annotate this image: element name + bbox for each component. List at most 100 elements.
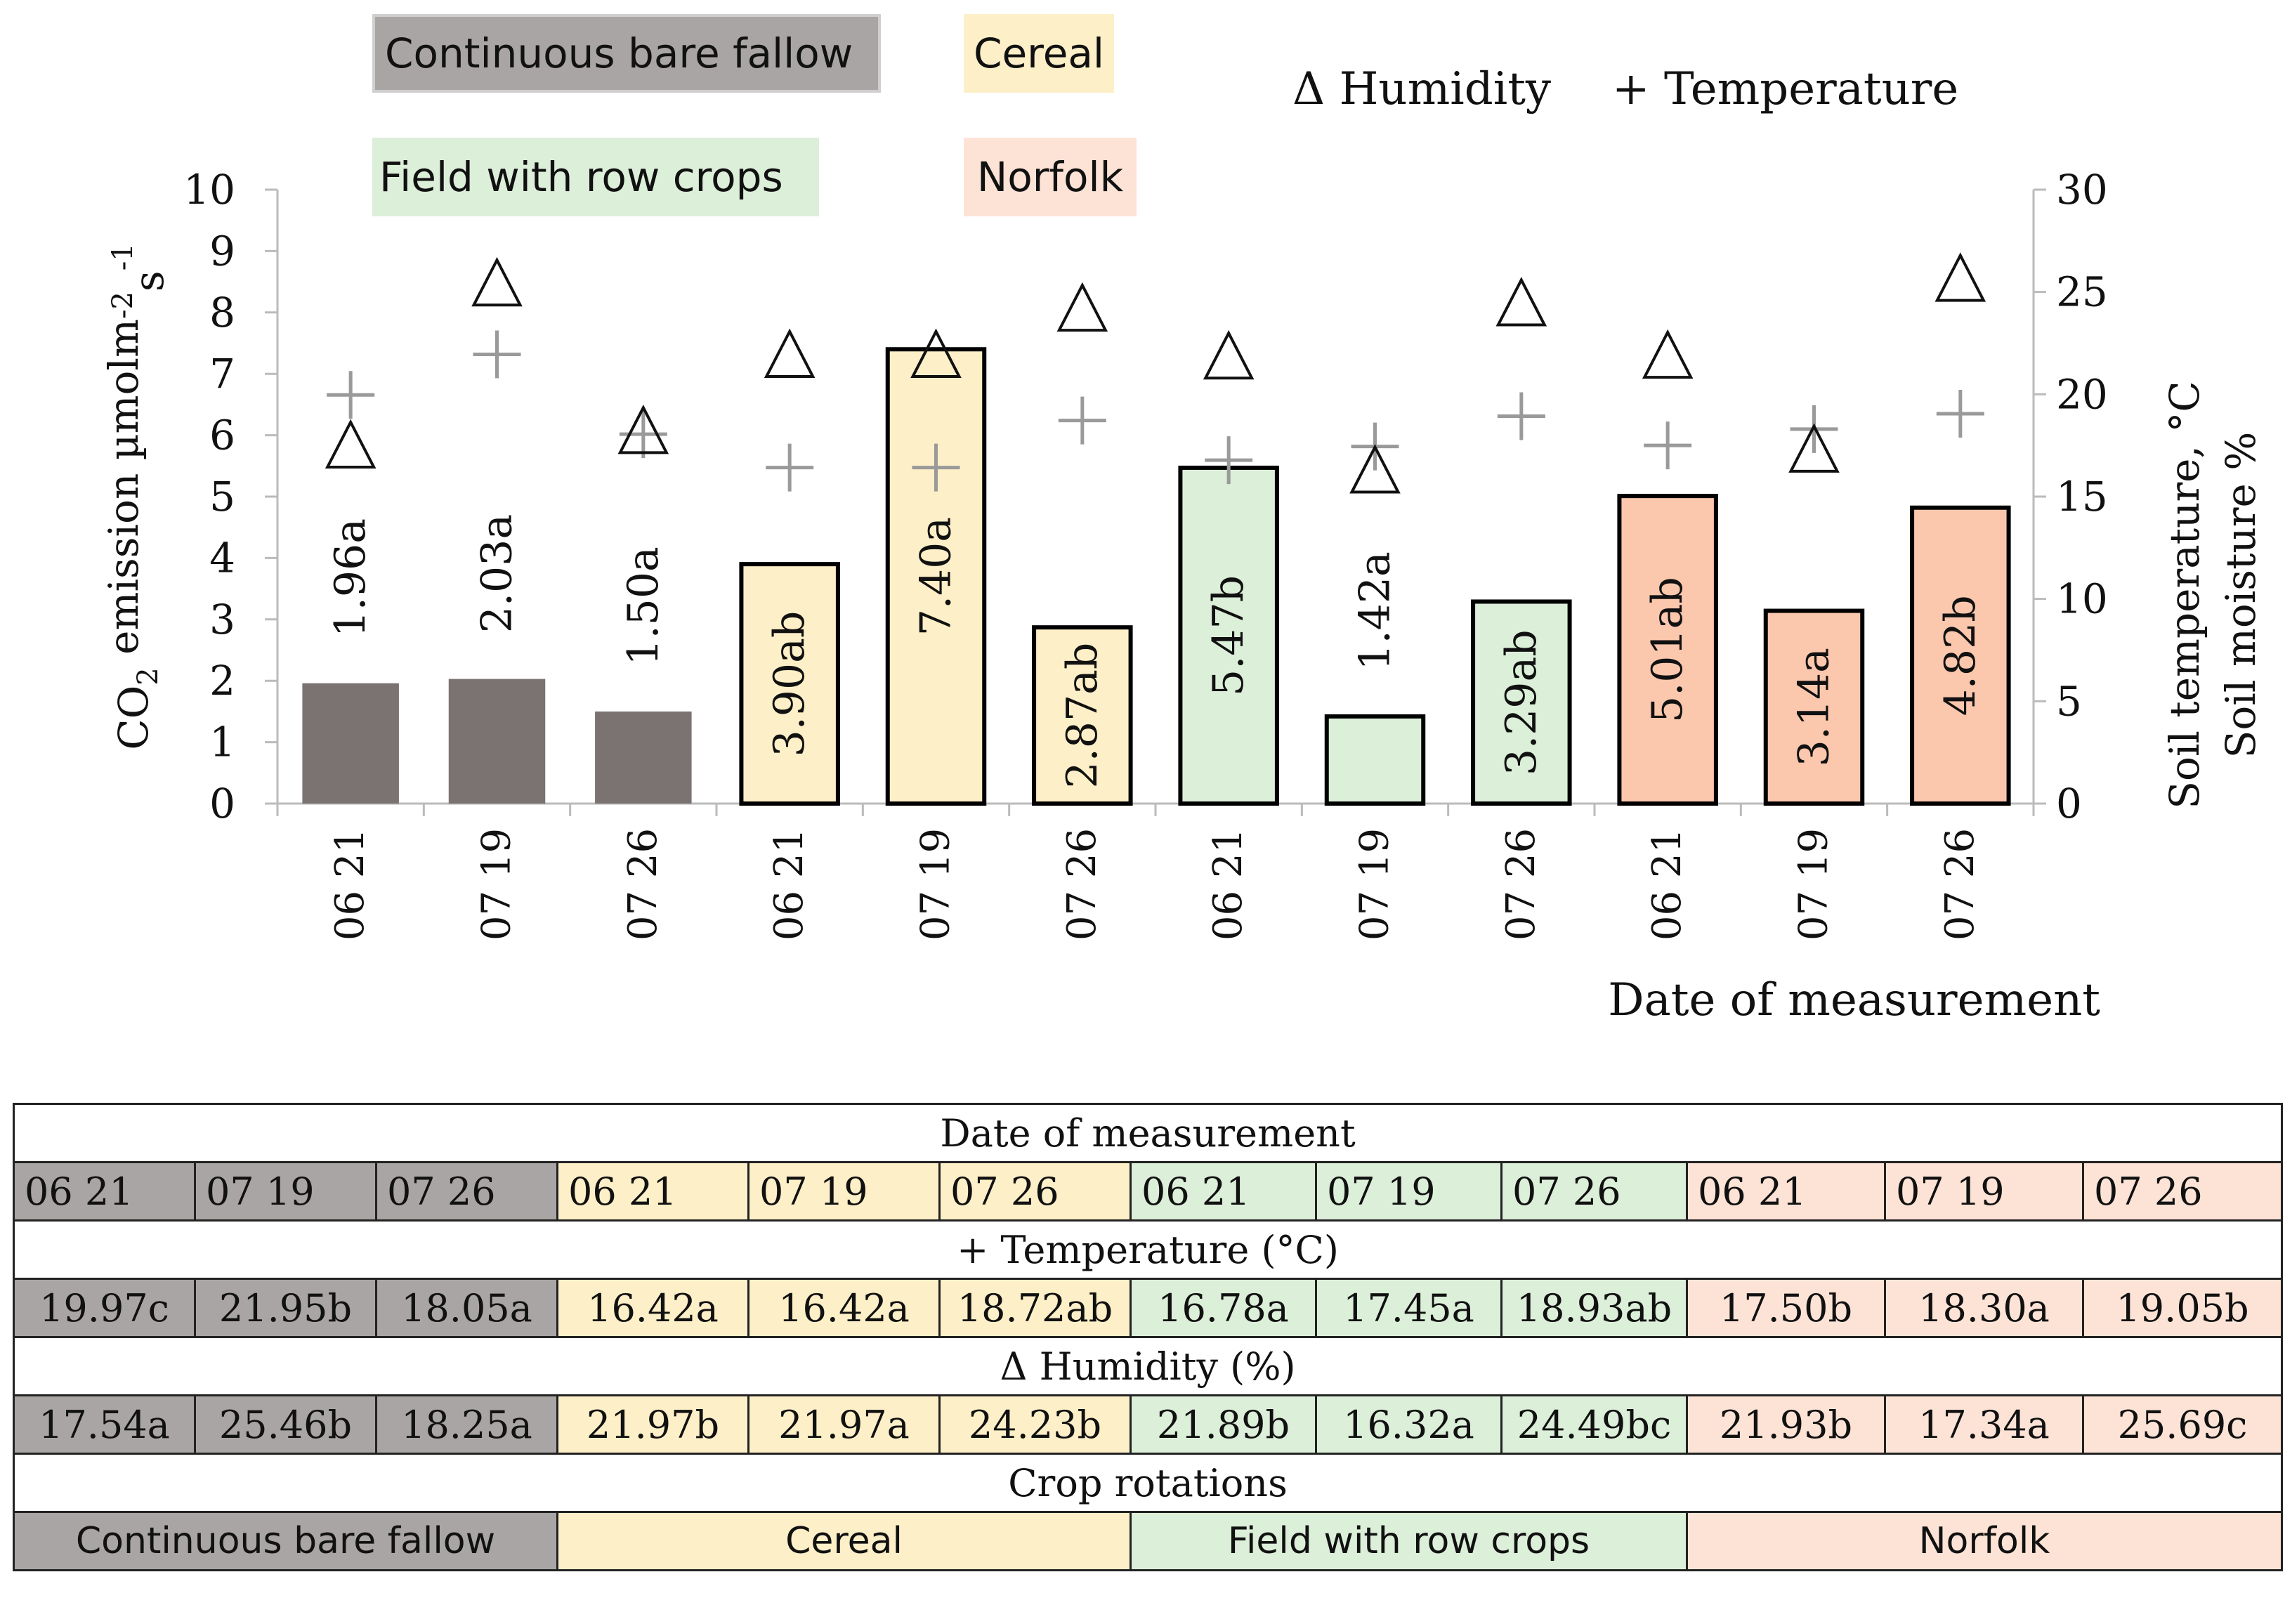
x-tick-label: 06 21 [1644, 828, 1690, 941]
table-cell-date: 07 19 [1884, 1161, 2084, 1222]
humidity-marker [325, 419, 377, 469]
x-tick-label: 07 19 [1352, 828, 1398, 941]
co2-emission-chart: 0 1 2 3 4 5 6 7 8 9 10 0 5 10 15 20 25 30 1.96a 06 21 2.03a 0… [100, 166, 2265, 1026]
bar-value-label: 2.87ab [1058, 643, 1107, 789]
table-cell-humidity: 21.89b [1130, 1394, 1317, 1455]
y-axis-title-part: s [125, 270, 173, 292]
bar [1471, 599, 1572, 806]
bar-value-label: 3.29ab [1497, 629, 1546, 775]
table-cell-humidity: 17.34a [1884, 1394, 2084, 1455]
bar-value-label: 4.82b [1936, 595, 1985, 716]
table-cell-humidity: 21.93b [1686, 1394, 1886, 1455]
bar [885, 347, 987, 806]
bar-value-label: 5.47b [1204, 575, 1253, 696]
table-cell-temperature: 17.45a [1315, 1278, 1502, 1338]
humidity-marker [1495, 277, 1547, 327]
y-axis-title: CO2 emission µmolm-2s-1 [100, 243, 173, 749]
y-axis-title-part: 2 [132, 667, 164, 685]
y-tick-label: 6 [209, 412, 235, 459]
legend-cereal-label: Cereal [973, 30, 1105, 77]
x-tick-label: 07 26 [1498, 828, 1544, 941]
legend-fallow-label: Continuous bare fallow [385, 30, 853, 77]
table-cell-date: 06 21 [1686, 1161, 1886, 1222]
x-tick-label: 06 21 [766, 828, 812, 941]
bar [739, 562, 840, 806]
table-date-header: Date of measurement [12, 1103, 2284, 1163]
table-row-temperature: 19.97c 21.95b 18.05a 16.42a 16.42a 18.72ab 16.… [13, 1278, 2284, 1338]
y2-tick-label: 10 [2056, 575, 2108, 623]
humidity-marker [1349, 444, 1401, 494]
bar [1324, 714, 1426, 806]
x-tick-label: 07 19 [474, 828, 520, 941]
table-row-rotations: Continuous bare fallow Cereal Field with r… [13, 1511, 2284, 1571]
bar [1617, 494, 1718, 806]
table-cell-rotation: Norfolk [1685, 1511, 2284, 1571]
legend-humidity: Δ Humidity [1292, 63, 1551, 115]
y2-tick-label: 25 [2056, 268, 2108, 316]
bar [595, 711, 692, 804]
y2-tick-label: 20 [2056, 370, 2108, 418]
y-axis-title-part: -1 [107, 243, 139, 270]
legend-temperature: + Temperature [1612, 63, 1958, 115]
legend-fallow: Continuous bare fallow [372, 14, 881, 93]
y2-axis-title-moisture: Soil moisture % [2217, 432, 2265, 759]
x-tick-label: 07 26 [1059, 828, 1105, 941]
legend-humidity-label: Δ Humidity [1292, 63, 1552, 115]
table-cell-temperature: 19.97c [13, 1278, 196, 1338]
table-cell-date: 07 26 [938, 1161, 1132, 1222]
y2-axis-title-temperature: Soil temperature, °C [2161, 381, 2208, 809]
x-tick-label: 07 19 [913, 828, 959, 941]
bar [302, 683, 399, 804]
table-cell-temperature: 16.42a [556, 1278, 749, 1338]
table-cell-date: 06 21 [13, 1161, 196, 1222]
legend-row-crops: Field with row crops [372, 138, 819, 216]
table-cell-humidity: 21.97b [556, 1394, 749, 1455]
y2-tick-label: 30 [2056, 166, 2108, 214]
y2-tick-label: 15 [2056, 473, 2108, 520]
table-humidity-header: Δ Humidity (%) [12, 1336, 2284, 1396]
x-tick-label: 07 26 [620, 828, 666, 941]
bar-value-label: 1.42a [1351, 551, 1400, 670]
table-rotations-header: Crop rotations [12, 1453, 2284, 1513]
y-axis-title-part: -2 [107, 292, 139, 319]
y-tick-label: 10 [183, 166, 235, 214]
bar [448, 679, 546, 804]
humidity-marker [910, 328, 962, 378]
y-axis-title-part: CO [110, 686, 157, 750]
table-cell-date: 06 21 [556, 1161, 749, 1222]
table-cell-humidity: 25.46b [194, 1394, 377, 1455]
table-row-dates: 06 21 07 19 07 26 06 21 07 19 07 26 06 21 07 19… [13, 1161, 2284, 1222]
y-tick-label: 0 [209, 780, 235, 827]
table-row-humidity: 17.54a 25.46b 18.25a 21.97b 21.97a 24.23b 21.8… [13, 1394, 2284, 1455]
temperature-marker [327, 371, 375, 419]
bar [1178, 465, 1279, 806]
humidity-marker [617, 404, 669, 454]
table-cell-date: 07 19 [194, 1161, 377, 1222]
humidity-marker [471, 256, 523, 307]
bar-value-label: 5.01ab [1643, 577, 1692, 723]
humidity-marker [1788, 423, 1840, 473]
y-tick-label: 3 [209, 596, 235, 643]
table-cell-date: 06 21 [1130, 1161, 1317, 1222]
bar-value-label: 1.50a [619, 546, 668, 665]
y-tick-label: 5 [209, 473, 235, 520]
table-cell-temperature: 17.50b [1686, 1278, 1886, 1338]
table-cell-temperature: 16.42a [747, 1278, 941, 1338]
table-cell-rotation: Cereal [556, 1511, 1132, 1571]
bar-value-label: 3.14a [1790, 648, 1839, 766]
x-axis-title: Date of measurement [1608, 974, 2100, 1026]
y-tick-label: 2 [209, 657, 235, 705]
x-tick-label: 06 21 [1205, 828, 1251, 941]
temperature-marker [1644, 421, 1692, 470]
table-cell-humidity: 24.49bc [1500, 1394, 1688, 1455]
y-tick-label: 1 [209, 719, 235, 766]
legend-temperature-label: + Temperature [1612, 63, 1959, 115]
table-cell-temperature: 21.95b [194, 1278, 377, 1338]
table-temperature-header: + Temperature (°C) [12, 1219, 2284, 1280]
bar [1763, 608, 1865, 806]
temperature-marker [1936, 390, 1984, 438]
table-cell-date: 07 26 [375, 1161, 558, 1222]
humidity-marker [1934, 252, 1986, 302]
temperature-marker [766, 443, 814, 492]
table-cell-temperature: 18.72ab [938, 1278, 1132, 1338]
